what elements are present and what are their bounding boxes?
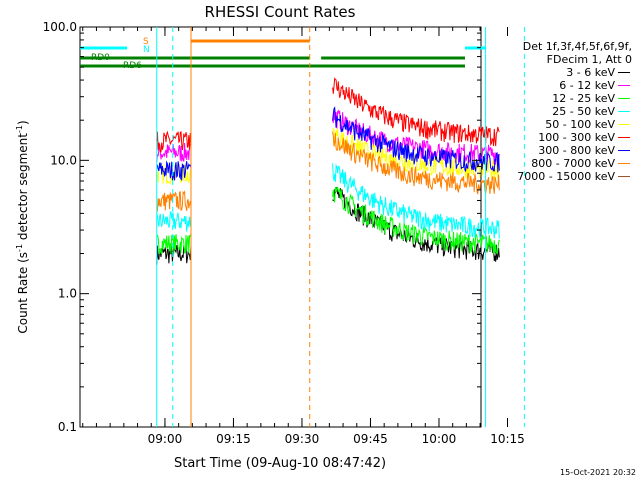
x-tick-label: 09:15: [216, 432, 251, 446]
series-line-100-300-kev-seg2: [332, 77, 500, 147]
legend-item-swatch: [618, 176, 630, 177]
x-axis-label: Start Time (09-Aug-10 08:47:42): [174, 456, 386, 471]
y-tick-label: 100.0: [43, 20, 77, 34]
legend-item-label: 300 - 800 keV: [538, 144, 615, 157]
legend-item-label: 7000 - 15000 keV: [517, 170, 615, 183]
y-tick-label: 0.1: [58, 420, 77, 434]
legend-header-line-1: Det 1f,3f,4f,5f,6f,9f,: [522, 40, 632, 53]
legend-item-label: 25 - 50 keV: [552, 105, 615, 118]
x-axis: 09:00 09:15 09:30 09:45 10:00 10:15: [82, 27, 525, 446]
legend-item-swatch: [618, 85, 630, 86]
chart-title: RHESSI Count Rates: [205, 3, 356, 21]
series-line-12-25-kev-seg1: [156, 233, 192, 255]
legend-item: 3 - 6 keV: [478, 66, 632, 79]
series-line-6-12-kev-seg1: [156, 142, 192, 163]
y-tick-label: 10.0: [50, 153, 77, 167]
legend-item-swatch: [618, 98, 630, 99]
x-tick-label: 10:15: [490, 432, 525, 446]
legend-item-swatch: [618, 72, 630, 73]
legend-item-label: 800 - 7000 keV: [531, 157, 615, 170]
legend-item-swatch: [618, 137, 630, 138]
legend-item-label: 3 - 6 keV: [566, 66, 615, 79]
flag-label-n: N: [143, 45, 150, 55]
legend-item-swatch: [618, 124, 630, 125]
legend-rows: 3 - 6 keV 6 - 12 keV 12 - 25 keV 25 - 50 ke…: [478, 66, 632, 183]
series-line-100-300-kev-seg1: [156, 130, 192, 153]
legend-item: 12 - 25 keV: [478, 92, 632, 105]
series-line-300-800-kev-seg2: [332, 106, 500, 173]
legend-item-label: 100 - 300 keV: [538, 131, 615, 144]
legend-header-line-2: FDecim 1, Att 0: [546, 53, 632, 66]
legend-item-label: 12 - 25 keV: [552, 92, 615, 105]
y-axis-label-main: Count Rate (s: [16, 252, 30, 334]
flag-label-rd6: RD6: [123, 61, 142, 71]
legend-item: 6 - 12 keV: [478, 79, 632, 92]
y-axis-label-sup2: -1: [15, 125, 24, 133]
series-line-300-800-kev-seg1: [156, 160, 192, 182]
y-axis: 0.1 1.0 10.0 100.0: [43, 20, 481, 434]
state-flag-layer: RD0RD6NS: [80, 37, 486, 71]
y-axis-label-mid: detector segment: [16, 133, 30, 244]
legend-item-swatch: [618, 150, 630, 151]
legend-item-label: 50 - 100 keV: [545, 118, 615, 131]
legend-item-swatch: [618, 111, 630, 112]
x-tick-label: 10:00: [422, 432, 457, 446]
y-axis-label-end: ): [16, 120, 30, 125]
legend-item: 800 - 7000 keV: [478, 157, 632, 170]
legend-item-label: 6 - 12 keV: [559, 79, 615, 92]
y-axis-label: Count Rate (s-1 detector segment-1): [15, 120, 30, 333]
y-tick-label: 1.0: [58, 287, 77, 301]
legend-item: 7000 - 15000 keV: [478, 170, 632, 183]
series-line-800-7000-kev-seg2: [332, 131, 500, 195]
x-tick-label: 09:00: [148, 432, 183, 446]
generation-timestamp: 15-Oct-2021 20:32: [560, 468, 636, 477]
series-line-25-50-kev-seg1: [156, 211, 192, 232]
legend-item: 300 - 800 keV: [478, 144, 632, 157]
x-tick-label: 09:45: [353, 432, 388, 446]
legend-item: 25 - 50 keV: [478, 105, 632, 118]
legend: Det 1f,3f,4f,5f,6f,9f, FDecim 1, Att 0 3…: [478, 40, 632, 183]
legend-item: 50 - 100 keV: [478, 118, 632, 131]
flag-label-s: S: [143, 37, 149, 47]
series-line-12-25-kev-seg2: [332, 186, 500, 256]
series-line-800-7000-kev-seg1: [156, 190, 192, 213]
marker-line-layer: [156, 27, 525, 427]
series-line-50-100-kev-seg2: [332, 128, 500, 180]
legend-item-swatch: [618, 163, 630, 164]
x-tick-label: 09:30: [285, 432, 320, 446]
series-line-25-50-kev-seg2: [332, 163, 500, 239]
plot-frame: [79, 26, 482, 428]
y-axis-label-sup1: -1: [15, 244, 24, 252]
legend-item: 100 - 300 keV: [478, 131, 632, 144]
series-layer: [156, 77, 500, 265]
